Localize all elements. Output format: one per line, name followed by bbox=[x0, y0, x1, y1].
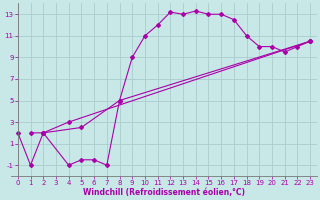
X-axis label: Windchill (Refroidissement éolien,°C): Windchill (Refroidissement éolien,°C) bbox=[83, 188, 245, 197]
